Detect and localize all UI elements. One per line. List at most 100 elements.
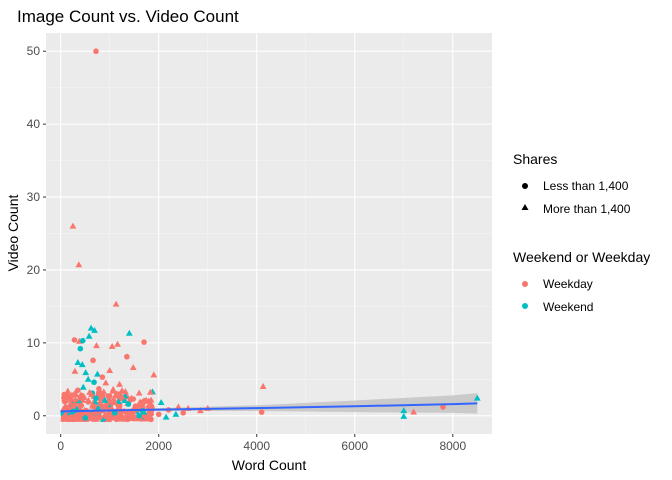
data-point-circle: [99, 374, 106, 380]
data-point-triangle: [84, 375, 92, 382]
data-point-circle: [155, 411, 162, 418]
data-point-triangle: [72, 396, 79, 403]
data-point-triangle: [174, 403, 182, 410]
y-tick-label: 30: [27, 190, 41, 204]
y-axis-title: Video Count: [5, 194, 21, 271]
data-point-circle: [93, 395, 99, 402]
data-point-triangle: [75, 261, 83, 268]
data-point-circle: [141, 339, 147, 345]
data-point-circle: [258, 409, 265, 415]
gridlines: [46, 33, 492, 434]
x-tick-label: 6000: [341, 439, 368, 453]
data-point-triangle: [79, 383, 87, 390]
data-point-triangle: [69, 222, 77, 229]
data-point-circle: [96, 385, 102, 392]
data-point-circle: [69, 392, 75, 399]
data-point-circle: [71, 337, 78, 343]
legend-shares: Shares Less than 1,400 More than 1,400: [513, 151, 631, 216]
data-point-triangle: [121, 388, 129, 395]
data-point-triangle: [109, 385, 117, 392]
data-point-triangle: [125, 329, 133, 336]
data-point-triangle: [78, 361, 86, 368]
data-point-triangle: [135, 389, 143, 396]
data-point-triangle: [162, 413, 170, 420]
data-point-circle: [100, 403, 106, 410]
data-point-triangle: [86, 388, 94, 395]
data-point-triangle: [110, 395, 118, 402]
data-point-triangle: [410, 408, 417, 415]
data-point-triangle: [82, 369, 90, 376]
data-point-circle: [77, 345, 84, 352]
data-point-circle: [106, 393, 113, 399]
data-point-triangle: [100, 388, 108, 395]
legend-label-less: Less than 1,400: [543, 179, 629, 193]
data-point-triangle: [102, 379, 110, 386]
data-point-triangle: [145, 397, 153, 404]
data-point-circle: [75, 412, 81, 419]
data-point-triangle: [67, 399, 74, 406]
data-point-circle: [93, 48, 99, 55]
data-point-circle: [111, 410, 118, 416]
data-point-circle: [78, 402, 85, 409]
chart-title: Image Count vs. Video Count: [17, 7, 239, 26]
data-point-triangle: [94, 404, 102, 411]
legend-weekend-key: [522, 303, 528, 309]
data-point-triangle: [473, 394, 481, 401]
data-point-triangle: [121, 397, 129, 404]
data-point-circle: [180, 410, 187, 416]
data-point-triangle: [101, 396, 109, 403]
data-point-triangle: [112, 300, 120, 307]
data-point-triangle: [114, 340, 121, 347]
data-point-circle: [128, 411, 135, 418]
y-axis-ticks: 0 10 20 30 40 50: [27, 44, 46, 423]
legend-weekend: Weekend or Weekday Weekday Weekend: [513, 249, 650, 314]
legend-shares-title: Shares: [513, 151, 557, 167]
data-point-triangle: [87, 324, 95, 331]
legend-label-weekend: Weekend: [543, 300, 593, 314]
data-point-triangle: [93, 415, 100, 422]
data-point-circle: [91, 379, 97, 386]
data-point-triangle: [60, 415, 67, 422]
data-point-triangle: [97, 394, 105, 401]
data-point-circle: [67, 414, 74, 421]
data-point-circle: [125, 401, 132, 407]
data-point-triangle: [62, 411, 70, 418]
data-point-circle: [61, 398, 68, 405]
data-point-triangle: [71, 367, 79, 374]
y-tick-label: 0: [33, 409, 40, 423]
data-point-triangle: [146, 388, 154, 395]
data-point-triangle: [64, 387, 72, 394]
legend-label-weekday: Weekday: [543, 277, 593, 291]
data-point-circle: [65, 404, 71, 411]
x-tick-label: 0: [57, 439, 64, 453]
data-point-circle: [79, 337, 86, 344]
data-point-triangle: [118, 412, 126, 419]
y-tick-label: 10: [27, 336, 41, 350]
data-point-circle: [63, 393, 70, 400]
data-point-triangle: [101, 411, 109, 418]
data-point-triangle: [112, 390, 120, 397]
data-point-circle: [116, 404, 123, 410]
data-point-triangle: [143, 415, 151, 422]
x-tick-label: 4000: [243, 439, 270, 453]
data-point-circle: [90, 357, 96, 364]
data-point-circle: [75, 387, 81, 394]
data-point-circle: [97, 414, 103, 421]
x-axis-ticks: 0 2000 4000 6000 8000: [57, 434, 466, 453]
data-point-triangle: [157, 399, 165, 406]
data-point-triangle: [259, 383, 267, 390]
data-point-triangle: [91, 326, 98, 333]
data-point-triangle: [140, 408, 148, 415]
data-point-triangle: [59, 405, 67, 412]
data-point-triangle: [91, 398, 99, 405]
data-point-triangle: [111, 399, 119, 406]
data-point-triangle: [70, 403, 78, 410]
trend-line-layer: [60, 402, 478, 413]
data-point-triangle: [89, 401, 96, 408]
data-point-triangle: [129, 364, 137, 371]
data-point-circle: [87, 412, 93, 419]
data-point-triangle: [94, 370, 101, 377]
data-point-triangle: [93, 342, 100, 349]
data-point-circle: [136, 412, 142, 419]
